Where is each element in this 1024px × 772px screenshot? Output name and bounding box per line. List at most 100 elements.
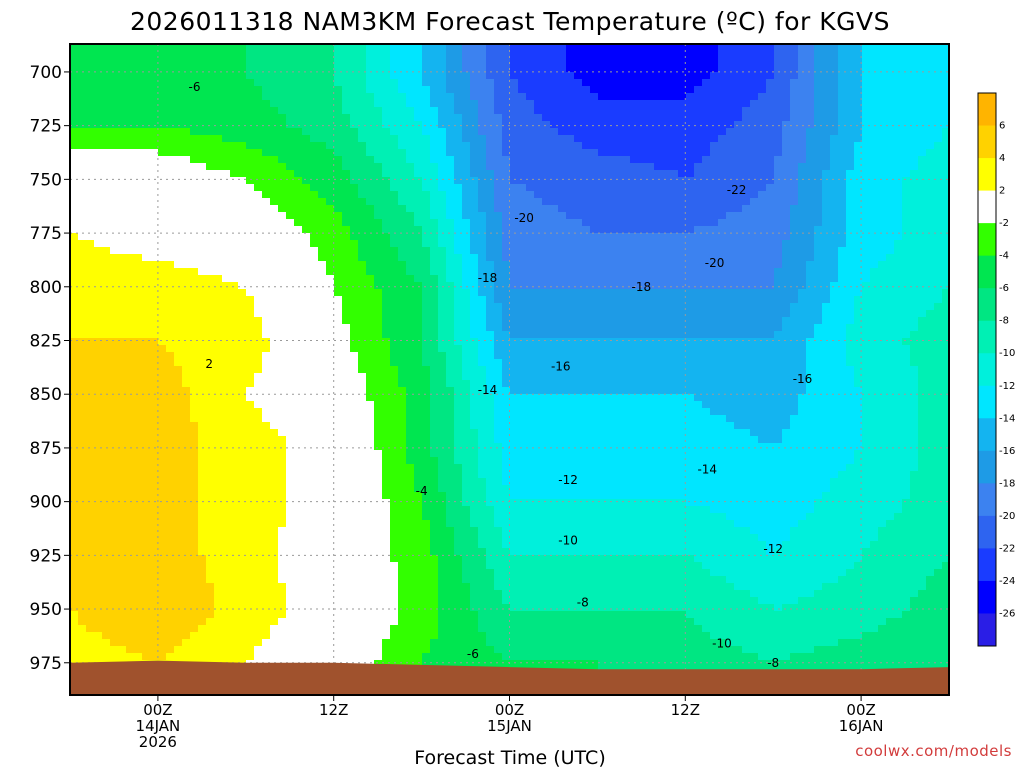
temperature-cell xyxy=(718,156,727,164)
temperature-cell xyxy=(854,226,863,234)
temperature-cell xyxy=(534,352,543,360)
temperature-cell xyxy=(102,226,111,234)
temperature-cell xyxy=(606,268,615,276)
temperature-cell xyxy=(910,240,919,248)
temperature-cell xyxy=(734,331,743,339)
temperature-cell xyxy=(182,345,191,353)
temperature-cell xyxy=(782,338,791,346)
temperature-cell xyxy=(486,240,495,248)
temperature-cell xyxy=(78,352,87,360)
temperature-cell xyxy=(654,324,663,332)
temperature-cell xyxy=(398,198,407,206)
temperature-cell xyxy=(838,100,847,108)
temperature-cell xyxy=(678,51,687,59)
temperature-cell xyxy=(726,198,735,206)
temperature-cell xyxy=(830,289,839,297)
temperature-cell xyxy=(118,86,127,94)
temperature-cell xyxy=(886,51,895,59)
temperature-cell xyxy=(502,254,511,262)
temperature-cell xyxy=(766,198,775,206)
temperature-cell xyxy=(166,135,175,143)
temperature-cell xyxy=(686,86,695,94)
temperature-cell xyxy=(174,296,183,304)
temperature-cell xyxy=(590,135,599,143)
temperature-cell xyxy=(902,275,911,283)
temperature-cell xyxy=(918,338,927,346)
temperature-cell xyxy=(118,352,127,360)
temperature-cell xyxy=(854,163,863,171)
temperature-cell xyxy=(110,107,119,115)
temperature-cell xyxy=(422,128,431,136)
temperature-cell xyxy=(502,58,511,66)
temperature-cell xyxy=(126,254,135,262)
temperature-cell xyxy=(518,107,527,115)
temperature-cell xyxy=(558,191,567,199)
temperature-cell xyxy=(678,100,687,108)
temperature-cell xyxy=(438,247,447,255)
temperature-cell xyxy=(758,275,767,283)
temperature-cell xyxy=(350,268,359,276)
temperature-cell xyxy=(518,233,527,241)
temperature-cell xyxy=(878,205,887,213)
temperature-cell xyxy=(558,121,567,129)
temperature-cell xyxy=(302,198,311,206)
temperature-cell xyxy=(942,352,949,360)
temperature-cell xyxy=(582,317,591,325)
temperature-cell xyxy=(150,170,159,178)
temperature-cell xyxy=(614,135,623,143)
temperature-cell xyxy=(390,177,399,185)
temperature-cell xyxy=(590,58,599,66)
temperature-cell xyxy=(766,51,775,59)
temperature-cell xyxy=(806,121,815,129)
temperature-cell xyxy=(166,198,175,206)
temperature-cell xyxy=(814,142,823,150)
temperature-cell xyxy=(150,72,159,80)
temperature-cell xyxy=(910,303,919,311)
temperature-cell xyxy=(118,317,127,325)
temperature-cell xyxy=(918,240,927,248)
temperature-cell xyxy=(526,247,535,255)
temperature-cell xyxy=(102,58,111,66)
temperature-cell xyxy=(118,240,127,248)
temperature-cell xyxy=(78,254,87,262)
temperature-cell xyxy=(318,44,327,52)
temperature-cell xyxy=(302,149,311,157)
temperature-cell xyxy=(166,261,175,269)
temperature-cell xyxy=(798,254,807,262)
temperature-cell xyxy=(774,93,783,101)
temperature-cell xyxy=(366,338,375,346)
temperature-cell xyxy=(246,114,255,122)
temperature-cell xyxy=(70,121,79,129)
temperature-cell xyxy=(86,261,95,269)
temperature-cell xyxy=(934,184,943,192)
temperature-cell xyxy=(486,170,495,178)
temperature-cell xyxy=(350,156,359,164)
temperature-cell xyxy=(134,170,143,178)
temperature-cell xyxy=(806,51,815,59)
temperature-cell xyxy=(382,226,391,234)
temperature-cell xyxy=(598,261,607,269)
temperature-cell xyxy=(566,121,575,129)
temperature-cell xyxy=(246,79,255,87)
temperature-cell xyxy=(854,198,863,206)
temperature-cell xyxy=(646,212,655,220)
temperature-cell xyxy=(270,107,279,115)
temperature-cell xyxy=(118,233,127,241)
temperature-cell xyxy=(438,65,447,73)
temperature-cell xyxy=(486,79,495,87)
temperature-cell xyxy=(846,226,855,234)
temperature-cell xyxy=(750,268,759,276)
temperature-cell xyxy=(326,338,335,346)
temperature-cell xyxy=(374,121,383,129)
temperature-cell xyxy=(70,79,79,87)
temperature-cell xyxy=(630,317,639,325)
temperature-cell xyxy=(494,191,503,199)
temperature-cell xyxy=(78,142,87,150)
temperature-cell xyxy=(486,254,495,262)
temperature-cell xyxy=(662,275,671,283)
temperature-cell xyxy=(686,177,695,185)
temperature-cell xyxy=(342,352,351,360)
temperature-cell xyxy=(294,331,303,339)
temperature-cell xyxy=(710,275,719,283)
temperature-cell xyxy=(126,303,135,311)
